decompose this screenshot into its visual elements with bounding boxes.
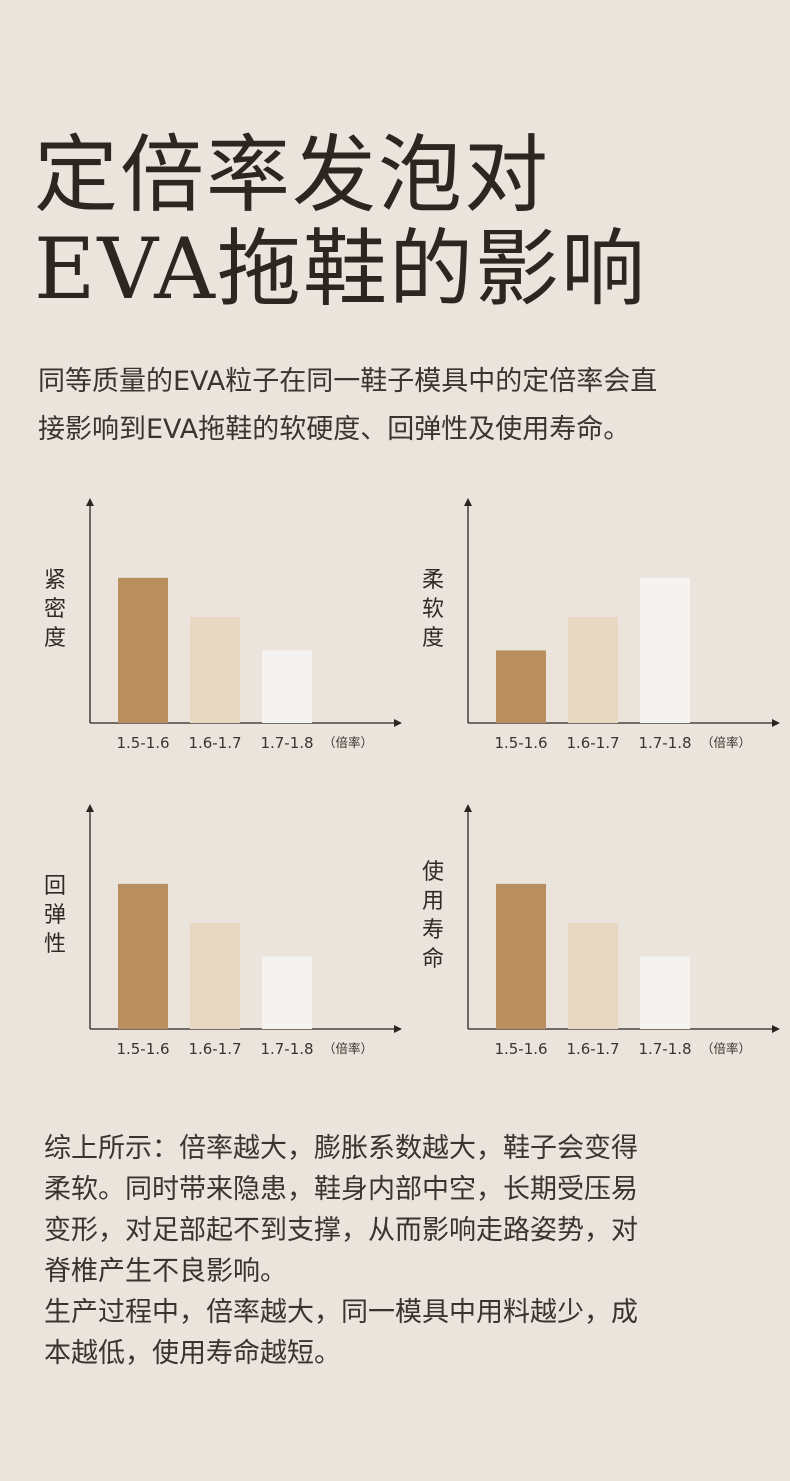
- chart-ylabel: 回 弹 性: [40, 872, 70, 959]
- bar: [118, 577, 168, 723]
- y-axis-arrow: [464, 804, 472, 812]
- bar: [262, 650, 312, 723]
- chart-svg: 1.5-1.6 1.6-1.7 1.7-1.8 （倍率）: [86, 804, 402, 1058]
- chart-ylabel: 紧 密 度: [40, 566, 70, 653]
- chart-density: 紧 密 度 1.5-1.6 1.6-1.7 1.7-1.8 （倍率）: [40, 490, 410, 770]
- x-axis-arrow: [772, 1025, 780, 1033]
- y-axis-arrow: [86, 804, 94, 812]
- bar: [190, 617, 240, 723]
- bar: [496, 883, 546, 1029]
- ylabel-char: 性: [43, 932, 66, 957]
- x-tick-label: 1.7-1.8: [260, 1040, 313, 1058]
- ylabel-char: 柔: [421, 568, 444, 593]
- x-axis-arrow: [394, 719, 402, 727]
- chart-lifespan: 使 用 寿 命 1.5-1.6 1.6-1.7 1.7-1.8 （倍率）: [418, 796, 788, 1076]
- intro-line-2: 接影响到EVA拖鞋的软硬度、回弹性及使用寿命。: [38, 414, 631, 445]
- y-axis-arrow: [464, 498, 472, 506]
- ylabel-char: 回: [43, 874, 66, 899]
- summary-line: 本越低，使用寿命越短。: [44, 1338, 341, 1369]
- x-axis-unit: （倍率）: [701, 1041, 751, 1056]
- x-axis-unit: （倍率）: [701, 735, 751, 750]
- intro-text: 同等质量的EVA粒子在同一鞋子模具中的定倍率会直 接影响到EVA拖鞋的软硬度、回…: [38, 358, 758, 454]
- x-axis-unit: （倍率）: [323, 735, 373, 750]
- x-tick-label: 1.6-1.7: [188, 734, 241, 752]
- x-tick-label: 1.5-1.6: [494, 734, 547, 752]
- summary-line: 变形，对足部起不到支撑，从而影响走路姿势，对: [44, 1215, 638, 1246]
- x-axis-unit: （倍率）: [323, 1041, 373, 1056]
- ylabel-char: 密: [43, 597, 66, 622]
- bar: [496, 650, 546, 723]
- chart-softness: 柔 软 度 1.5-1.6 1.6-1.7 1.7-1.8 （倍率）: [418, 490, 788, 770]
- ylabel-char: 弹: [43, 903, 66, 928]
- page-title-line-2: EVA拖鞋的影响: [34, 220, 647, 318]
- summary-line: 脊椎产生不良影响。: [44, 1256, 287, 1287]
- ylabel-char: 紧: [43, 568, 66, 593]
- x-tick-label: 1.5-1.6: [116, 734, 169, 752]
- summary-text: 综上所示：倍率越大，膨胀系数越大，鞋子会变得 柔软。同时带来隐患，鞋身内部中空，…: [44, 1128, 744, 1374]
- ylabel-char: 度: [43, 626, 66, 651]
- bar: [568, 923, 618, 1029]
- page-title-line-1: 定倍率发泡对: [34, 126, 551, 224]
- chart-ylabel: 柔 软 度: [418, 566, 448, 653]
- chart-svg: 1.5-1.6 1.6-1.7 1.7-1.8 （倍率）: [464, 498, 780, 752]
- x-tick-label: 1.7-1.8: [260, 734, 313, 752]
- ylabel-char: 用: [421, 889, 444, 914]
- summary-line: 生产过程中，倍率越大，同一模具中用料越少，成: [44, 1297, 638, 1328]
- x-tick-label: 1.6-1.7: [566, 734, 619, 752]
- x-axis-arrow: [772, 719, 780, 727]
- x-tick-label: 1.6-1.7: [188, 1040, 241, 1058]
- summary-line: 柔软。同时带来隐患，鞋身内部中空，长期受压易: [44, 1174, 638, 1205]
- ylabel-char: 度: [421, 626, 444, 651]
- x-tick-label: 1.7-1.8: [638, 734, 691, 752]
- chart-svg: 1.5-1.6 1.6-1.7 1.7-1.8 （倍率）: [86, 498, 402, 752]
- x-tick-label: 1.6-1.7: [566, 1040, 619, 1058]
- ylabel-char: 寿: [421, 918, 444, 943]
- ylabel-char: 使: [421, 860, 444, 885]
- chart-svg: 1.5-1.6 1.6-1.7 1.7-1.8 （倍率）: [464, 804, 780, 1058]
- bar: [640, 577, 690, 723]
- x-tick-label: 1.7-1.8: [638, 1040, 691, 1058]
- y-axis-arrow: [86, 498, 94, 506]
- bar: [262, 956, 312, 1029]
- bar: [190, 923, 240, 1029]
- intro-line-1: 同等质量的EVA粒子在同一鞋子模具中的定倍率会直: [38, 366, 658, 397]
- ylabel-char: 软: [421, 597, 444, 622]
- x-tick-label: 1.5-1.6: [116, 1040, 169, 1058]
- bar: [640, 956, 690, 1029]
- chart-ylabel: 使 用 寿 命: [418, 858, 448, 974]
- bar: [568, 617, 618, 723]
- chart-resilience: 回 弹 性 1.5-1.6 1.6-1.7 1.7-1.8 （倍率）: [40, 796, 410, 1076]
- summary-line: 综上所示：倍率越大，膨胀系数越大，鞋子会变得: [44, 1133, 638, 1164]
- x-tick-label: 1.5-1.6: [494, 1040, 547, 1058]
- page-title: 定倍率发泡对 EVA拖鞋的影响: [34, 128, 647, 316]
- x-axis-arrow: [394, 1025, 402, 1033]
- ylabel-char: 命: [421, 947, 444, 972]
- bar: [118, 883, 168, 1029]
